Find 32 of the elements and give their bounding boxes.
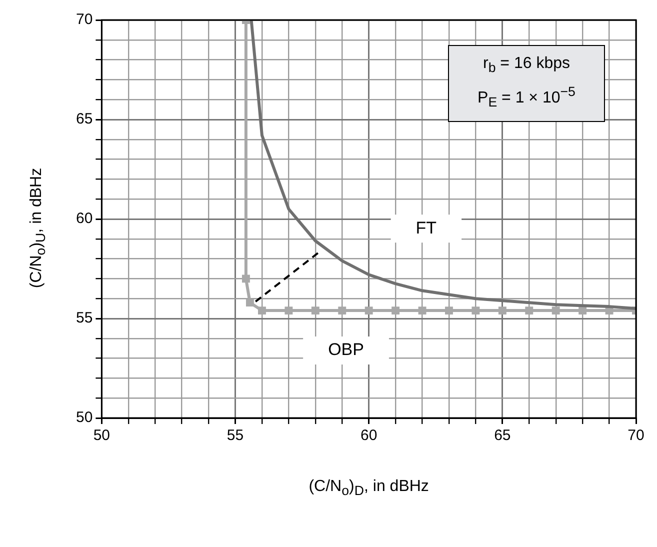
y-tick-label: 55	[76, 310, 93, 327]
text-box: r$_{b}$ = 16 kbps P$_{E}$ = 1 × 10$^{−5}$	[448, 45, 605, 122]
y-tick-label: 70	[76, 11, 93, 28]
point	[418, 306, 426, 315]
text: FT	[416, 218, 437, 238]
point	[605, 306, 614, 315]
point	[578, 306, 587, 315]
x-tick-label: 65	[494, 427, 511, 444]
point	[445, 306, 453, 315]
point	[392, 306, 400, 315]
y-tick-label: 65	[76, 110, 93, 128]
point	[472, 306, 480, 315]
series-label: OBP	[328, 340, 364, 360]
point	[525, 306, 534, 315]
y-tick-label: 60	[76, 210, 93, 228]
point	[258, 306, 266, 315]
x-axis-title: (C/N$_{o}$)$_{D}$, in dBHz	[308, 478, 429, 498]
point	[311, 306, 320, 315]
annotation: P$_{E}$ = 1 × 10$^{−5}$	[476, 83, 576, 112]
y-tick-label: 50	[76, 409, 93, 426]
point	[242, 274, 250, 283]
x-tick-label: 60	[360, 427, 378, 444]
x-tick-label: 70	[628, 427, 644, 444]
point	[338, 306, 346, 315]
point	[284, 306, 293, 315]
point	[364, 306, 373, 315]
point	[552, 306, 560, 315]
x-tick-label: 55	[226, 427, 244, 444]
point	[498, 306, 506, 315]
x-tick-label: 50	[93, 427, 110, 444]
annotation: r$_{b}$ = 16 kbps	[482, 54, 572, 78]
point	[246, 298, 254, 307]
